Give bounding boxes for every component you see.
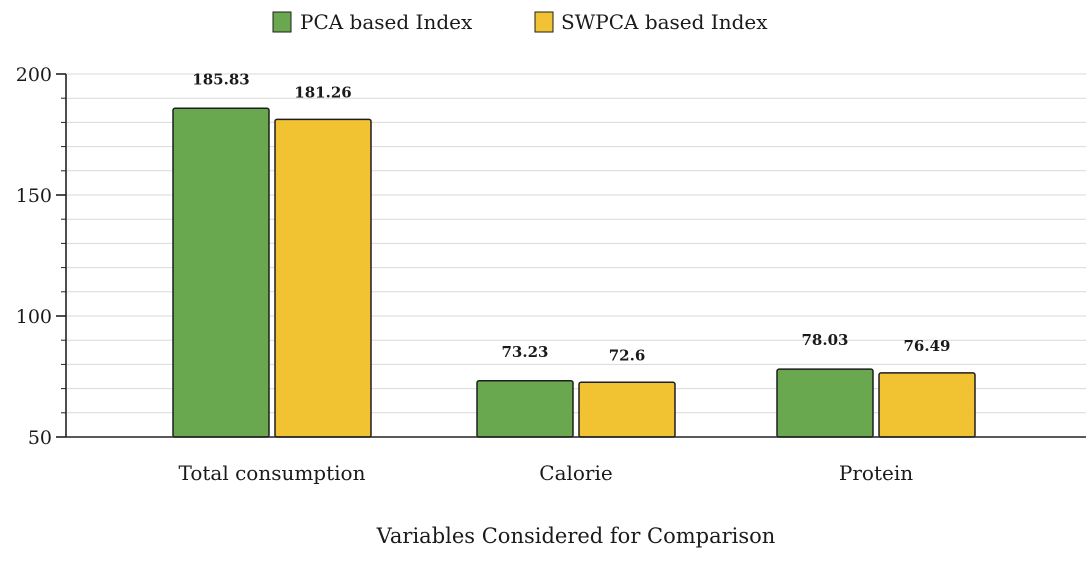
y-tick-label: 50 xyxy=(28,427,52,449)
y-tick-label: 150 xyxy=(16,185,52,207)
bar-pca-based-index-1 xyxy=(476,380,574,438)
bar-pca-based-index-0 xyxy=(172,107,270,438)
bar-swpca-based-index-0 xyxy=(274,118,372,438)
bar-pca-based-index-2 xyxy=(776,368,874,438)
data-label: 78.03 xyxy=(802,331,849,349)
data-label: 185.83 xyxy=(192,70,249,88)
x-category-label: Total consumption xyxy=(179,461,366,485)
axis-layer: 50 100 150 200 Total consumption Calorie Prote… xyxy=(16,64,1086,485)
x-category-label: Protein xyxy=(839,461,913,485)
legend-swatch xyxy=(534,11,554,33)
data-label: 181.26 xyxy=(294,83,351,101)
legend-label: SWPCA based Index xyxy=(561,10,768,34)
data-label: 76.49 xyxy=(904,337,951,355)
bar-swpca-based-index-1 xyxy=(578,381,676,438)
y-tick-label: 200 xyxy=(16,64,52,86)
bar-layer: 185.83 181.26 73.23 72.6 78.03 76.49 xyxy=(172,70,976,438)
legend: PCA based Index SWPCA based Index xyxy=(272,10,768,34)
data-label: 72.6 xyxy=(609,346,646,364)
bar-swpca-based-index-2 xyxy=(878,372,976,438)
x-category-label: Calorie xyxy=(539,461,612,485)
data-label: 73.23 xyxy=(502,343,549,361)
legend-swatch xyxy=(272,11,292,33)
legend-label: PCA based Index xyxy=(300,10,473,34)
x-axis-title: Variables Considered for Comparison xyxy=(376,524,776,548)
y-tick-label: 100 xyxy=(16,306,52,328)
